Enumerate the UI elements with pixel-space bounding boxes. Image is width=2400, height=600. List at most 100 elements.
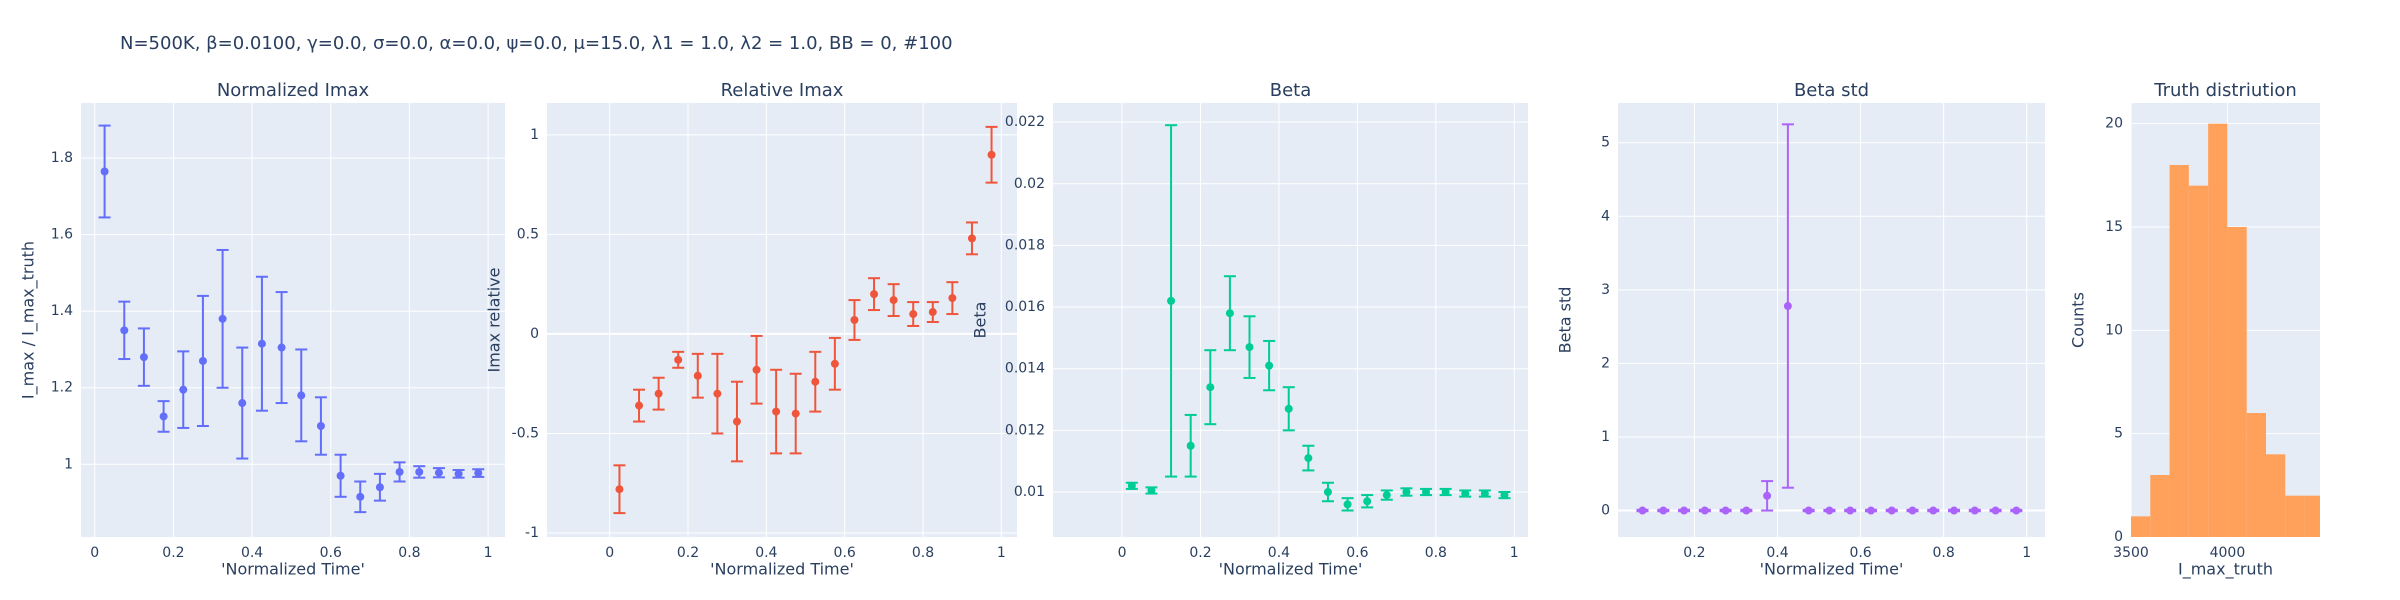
point [454, 469, 463, 478]
x-tick-label: 0.6 [320, 545, 342, 561]
x-axis-label: I_max_truth [2178, 560, 2273, 580]
x-tick-label: 0.8 [1933, 545, 1955, 561]
y-tick-label: 0.02 [1014, 176, 1045, 192]
y-tick-label: 5 [1601, 135, 1610, 151]
x-tick-label: 0.4 [755, 545, 777, 561]
point [100, 167, 109, 176]
y-tick-label: 0.014 [1005, 361, 1045, 377]
x-tick-label: 0 [605, 545, 614, 561]
y-tick-label: 5 [2114, 426, 2123, 442]
point [1991, 506, 2000, 515]
bar [2266, 454, 2286, 537]
point [948, 294, 957, 303]
x-tick-label: 0.6 [1346, 545, 1368, 561]
marks [2131, 123, 2320, 537]
point [120, 326, 129, 335]
subplot: -1 -0.5 0 0.5 1 0 0.2 0.4 0.6 0.8 1 Relative Imax 'N… [485, 80, 1017, 579]
point [1225, 309, 1234, 318]
x-axis-label: 'Normalized Time' [1760, 560, 1904, 579]
point [198, 356, 207, 365]
marks [613, 125, 998, 515]
point [1284, 404, 1293, 413]
y-tick-label: 0.018 [1005, 237, 1045, 253]
x-axis-label: 'Normalized Time' [221, 560, 365, 579]
y-tick-label: 20 [2105, 116, 2123, 132]
y-tick-label: 0.016 [1005, 299, 1045, 315]
point [316, 422, 325, 431]
bar [2188, 185, 2209, 537]
y-tick-label: -0.5 [512, 425, 539, 441]
y-tick-label: 0 [530, 326, 539, 342]
point [1887, 506, 1896, 515]
point [139, 353, 148, 362]
x-tick-label: 3500 [2113, 545, 2149, 561]
point [772, 407, 781, 416]
point [928, 308, 937, 317]
y-tick-label: 2 [1601, 355, 1610, 371]
plot-area [547, 103, 1017, 537]
point [1721, 506, 1730, 515]
x-axis-label: 'Normalized Time' [1219, 560, 1363, 579]
point [732, 417, 741, 426]
point [635, 401, 644, 410]
point [1763, 491, 1772, 500]
subplot-title: Beta std [1794, 80, 1869, 101]
y-axis-label: Beta [971, 302, 990, 339]
point [1323, 487, 1332, 496]
x-tick-label: 1 [2022, 545, 2031, 561]
point [1929, 506, 1938, 515]
x-tick-label: 0.8 [1425, 545, 1447, 561]
point [1700, 506, 1709, 515]
point [1659, 506, 1668, 515]
point [1970, 506, 1979, 515]
y-tick-label: -1 [525, 525, 539, 541]
point [654, 389, 663, 398]
point [257, 339, 266, 348]
marks [1636, 123, 2023, 515]
x-tick-label: 0.8 [398, 545, 420, 561]
point [1638, 506, 1647, 515]
point [1500, 491, 1509, 500]
x-tick-label: 0.2 [677, 545, 699, 561]
point [356, 492, 365, 501]
y-tick-label: 10 [2105, 322, 2123, 338]
point [395, 467, 404, 476]
x-tick-label: 0.2 [1683, 545, 1705, 561]
x-axis-label: 'Normalized Time' [710, 560, 854, 579]
y-axis-label: Beta std [1556, 287, 1575, 354]
point [674, 355, 683, 364]
point [434, 468, 443, 477]
y-axis-label: I_max / I_max_truth [19, 241, 39, 399]
point [1680, 506, 1689, 515]
subplot-title: Truth distriution [2153, 80, 2297, 101]
point [870, 290, 879, 299]
y-tick-label: 0.012 [1005, 422, 1045, 438]
point [238, 399, 247, 408]
x-tick-label: 1 [1510, 545, 1519, 561]
point [1908, 506, 1917, 515]
point [1950, 506, 1959, 515]
point [375, 483, 384, 492]
x-tick-label: 4000 [2210, 545, 2246, 561]
point [179, 385, 188, 394]
bar [2208, 123, 2228, 537]
point [2012, 506, 2021, 515]
bar [2169, 165, 2189, 537]
point [1167, 296, 1176, 305]
point [615, 485, 624, 494]
point [830, 359, 839, 368]
point [1480, 489, 1489, 498]
y-tick-label: 1.6 [51, 227, 73, 243]
bar [2227, 227, 2247, 537]
y-tick-label: 4 [1601, 208, 1610, 224]
point [1422, 487, 1431, 496]
x-tick-label: 0.4 [1268, 545, 1290, 561]
x-tick-label: 0.2 [162, 545, 184, 561]
point [909, 310, 918, 319]
point [1363, 497, 1372, 506]
y-tick-label: 0.01 [1014, 484, 1045, 500]
x-tick-label: 0 [90, 545, 99, 561]
point [1127, 481, 1136, 490]
y-tick-label: 15 [2105, 219, 2123, 235]
